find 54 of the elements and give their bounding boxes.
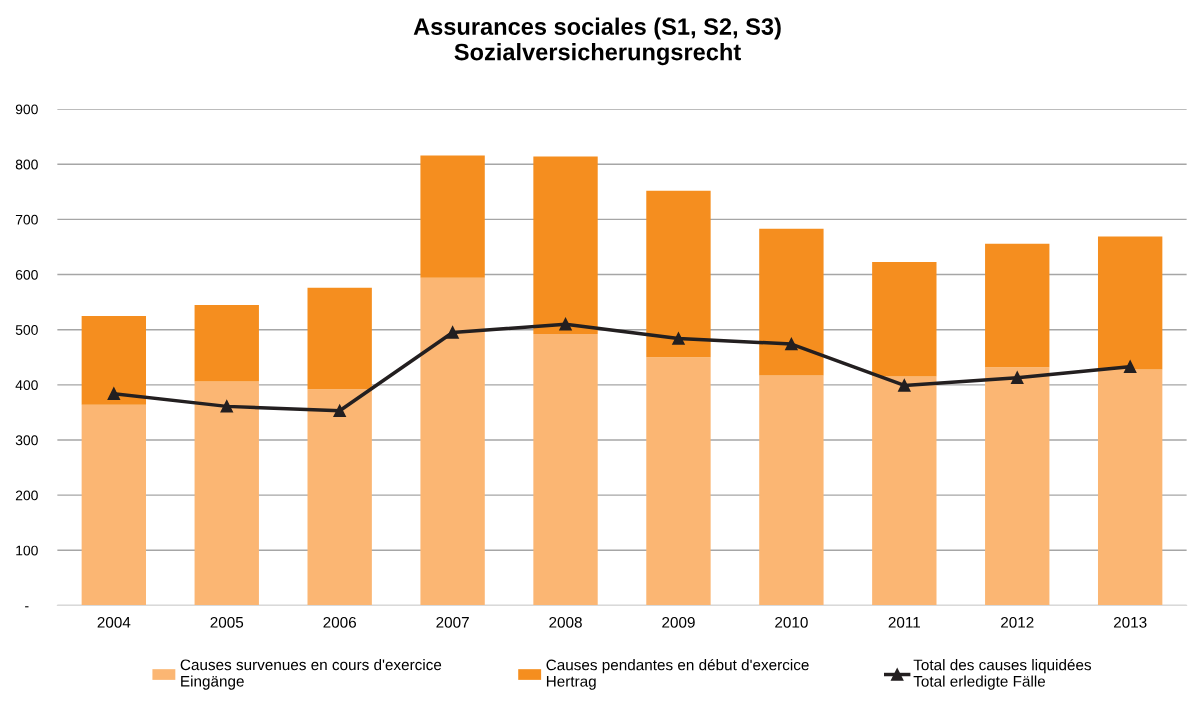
bar bbox=[81, 315, 147, 405]
y-tick-label: 300 bbox=[15, 435, 38, 446]
x-tick-label: 2005 bbox=[210, 616, 244, 628]
bar bbox=[1097, 236, 1163, 370]
bar bbox=[872, 261, 937, 377]
bar bbox=[194, 381, 259, 606]
bar bbox=[307, 389, 372, 606]
bar bbox=[759, 228, 824, 376]
point bbox=[1123, 360, 1137, 373]
bar bbox=[194, 304, 259, 382]
y-tick-label: 900 bbox=[15, 104, 38, 115]
bar bbox=[646, 190, 711, 358]
x-tick-label: 2007 bbox=[436, 616, 469, 628]
point bbox=[1010, 371, 1024, 384]
legend-label: Causes pendantes en début d'exercice Hertrag bbox=[546, 658, 809, 690]
point bbox=[672, 332, 685, 345]
x-tick-label: 2011 bbox=[888, 616, 920, 628]
bar bbox=[533, 156, 598, 335]
bar bbox=[759, 375, 824, 606]
point bbox=[333, 404, 346, 418]
x-tick-label: 2006 bbox=[323, 616, 356, 628]
bar bbox=[872, 376, 937, 606]
bar bbox=[81, 404, 147, 606]
bar bbox=[533, 334, 598, 606]
x-tick-label: 2004 bbox=[97, 616, 131, 628]
y-tick-label: 500 bbox=[15, 325, 38, 335]
x-tick-label: 2013 bbox=[1113, 616, 1147, 628]
bar bbox=[307, 287, 372, 390]
x-tick-label: 2012 bbox=[1001, 616, 1034, 628]
y-tick-label: 400 bbox=[15, 380, 38, 391]
bar bbox=[420, 155, 485, 278]
x-tick-label: 2008 bbox=[549, 616, 582, 628]
y-tick-label: 200 bbox=[15, 490, 38, 501]
y-tick-label: 100 bbox=[16, 545, 38, 556]
point bbox=[220, 400, 234, 413]
legend-label: Total des causes liquidées Total erledigte Fälle bbox=[913, 658, 1092, 690]
point bbox=[446, 326, 459, 339]
x-tick-label: 2010 bbox=[775, 616, 808, 628]
bar bbox=[1097, 369, 1163, 606]
point bbox=[107, 387, 121, 400]
legend-label: Causes survenues en cours d'exercice Eingänge bbox=[180, 658, 442, 690]
point bbox=[898, 379, 911, 392]
bar bbox=[420, 277, 485, 606]
y-tick-label: - bbox=[25, 606, 29, 608]
chart-title: Assurances sociales (S1, S2, S3) Sozialversicherungsrecht bbox=[413, 17, 781, 66]
point bbox=[559, 317, 572, 331]
bar bbox=[985, 243, 1050, 368]
point bbox=[785, 337, 798, 351]
x-tick-label: 2009 bbox=[662, 616, 695, 628]
bar bbox=[985, 367, 1050, 606]
y-tick-label: 800 bbox=[15, 159, 38, 170]
bar bbox=[646, 357, 711, 606]
y-tick-label: 600 bbox=[15, 269, 38, 280]
y-tick-label: 700 bbox=[15, 214, 38, 225]
